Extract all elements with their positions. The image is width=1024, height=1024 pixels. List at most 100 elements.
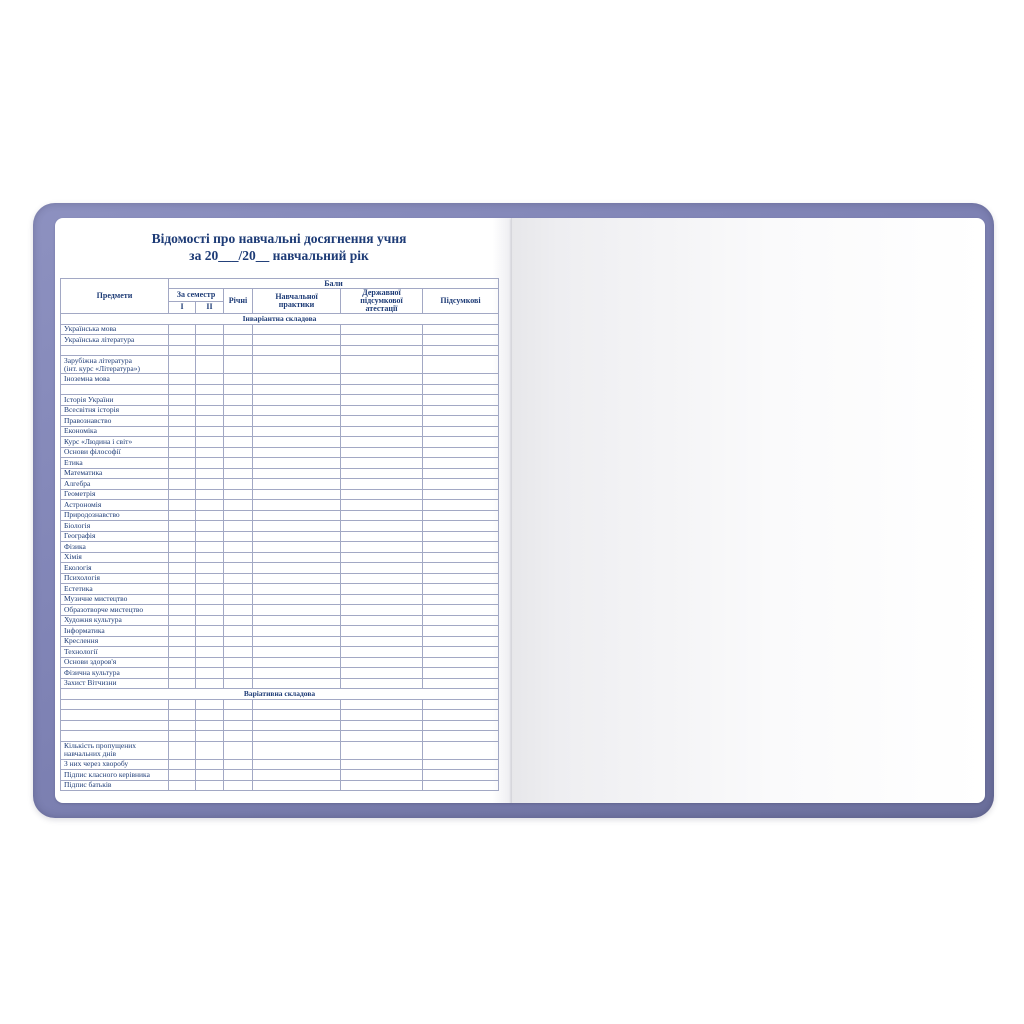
empty-label-cell [60,719,169,731]
subject-label-cell: Психологія [60,572,169,584]
grade-cell [252,530,341,542]
grade-cell [195,572,224,584]
grade-cell [223,499,253,511]
grade-cell [223,355,253,374]
grade-cell [168,383,196,395]
grade-cell [340,646,423,658]
grade-cell [223,530,253,542]
grade-cell [168,520,196,532]
grade-cell [195,769,224,781]
grade-cell [223,436,253,448]
grade-cell [422,323,499,335]
grade-cell [168,625,196,637]
grade-cell [195,425,224,437]
grade-cell [195,509,224,521]
notebook-cover: Відомості про навчальні досягнення учня … [33,203,994,818]
subject-row: Економіка [60,425,499,437]
subject-row: Всесвітня історія [60,404,499,416]
grade-cell [223,415,253,427]
section-variative: Варіативна складова [60,688,499,700]
subject-label-cell: Фізична культура [60,667,169,679]
summary-label-cell: Підпис класного керівника [60,769,169,781]
grade-cell [195,593,224,605]
grades-table: Предмети Бали За семестр Річні Навчально… [60,278,499,791]
grade-cell [422,404,499,416]
grade-cell [168,355,196,374]
grade-cell [168,530,196,542]
grade-cell [223,551,253,563]
grade-cell [168,404,196,416]
grade-cell [223,698,253,710]
grade-cell [252,769,341,781]
grade-cell [223,562,253,574]
subject-label-cell: Екологія [60,562,169,574]
grade-cell [340,436,423,448]
grade-cell [422,593,499,605]
grade-cell [223,740,253,760]
grade-cell [422,719,499,731]
grade-cell [252,779,341,791]
grade-cell [168,446,196,458]
grade-cell [168,415,196,427]
summary-row: Підпис класного керівника [60,769,499,781]
grade-cell [340,656,423,668]
subject-row: Етика [60,457,499,469]
header-navchalnoi-praktyky: Навчальної практики [252,288,341,314]
grade-cell [252,373,341,385]
grade-cell [422,625,499,637]
grade-cell [422,758,499,770]
subject-row: Історія України [60,394,499,406]
grade-cell [168,646,196,658]
grade-cell [422,509,499,521]
subject-label-cell: Економіка [60,425,169,437]
grade-cell [252,488,341,500]
grade-cell [422,646,499,658]
grade-cell [340,404,423,416]
grade-cell [340,625,423,637]
grade-cell [195,499,224,511]
grade-cell [195,667,224,679]
grade-cell [340,415,423,427]
grade-cell [422,551,499,563]
grade-cell [252,562,341,574]
grade-cell [195,467,224,479]
grade-cell [168,488,196,500]
grade-cell [422,656,499,668]
grade-cell [168,562,196,574]
subject-row: Курс «Людина і світ» [60,436,499,448]
empty-row [60,344,499,356]
grade-cell [252,425,341,437]
subject-label-cell: Основи здоров'я [60,656,169,668]
grade-cell [195,698,224,710]
grade-cell [223,478,253,490]
grade-cell [422,709,499,721]
grade-cell [340,593,423,605]
grade-cell [422,677,499,689]
grade-cell [223,656,253,668]
grade-cell [195,604,224,616]
grade-cell [340,583,423,595]
grade-cell [223,541,253,553]
subject-row: Правознавство [60,415,499,427]
subject-label-cell: Естетика [60,583,169,595]
header-za-semestr: За семестр [168,288,224,302]
grade-cell [195,656,224,668]
empty-label-cell [60,698,169,710]
grade-cell [422,467,499,479]
grade-cell [252,478,341,490]
empty-row [60,698,499,710]
grade-cell [223,383,253,395]
grade-cell [223,779,253,791]
empty-row [60,719,499,731]
grade-cell [340,551,423,563]
subject-label-cell: Етика [60,457,169,469]
grade-cell [195,730,224,742]
grade-cell [223,635,253,647]
grade-cell [252,656,341,668]
grade-cell [223,334,253,346]
grade-cell [168,323,196,335]
header-predmety: Предмети [60,278,169,314]
grade-cell [340,614,423,626]
grade-cell [195,677,224,689]
grade-cell [195,323,224,335]
